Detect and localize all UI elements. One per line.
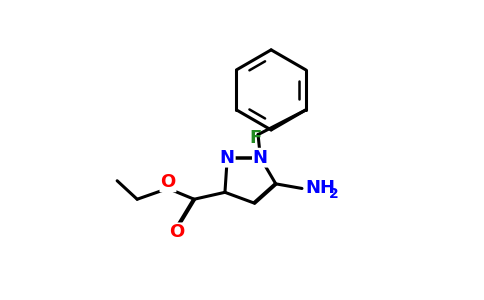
- Text: N: N: [253, 149, 268, 167]
- Text: 2: 2: [329, 187, 339, 201]
- Text: N: N: [220, 149, 235, 167]
- Text: O: O: [160, 173, 176, 191]
- Text: NH: NH: [306, 179, 336, 197]
- Text: O: O: [169, 223, 185, 241]
- Text: F: F: [250, 129, 262, 147]
